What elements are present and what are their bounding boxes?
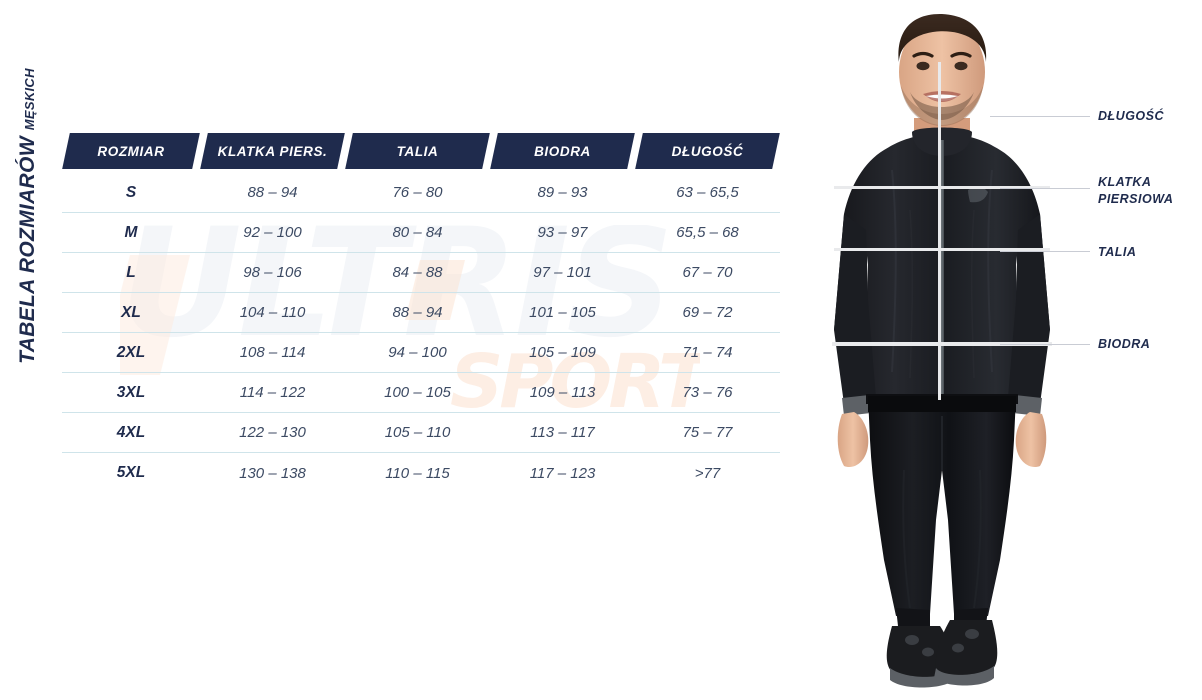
column-header-label: TALIA	[396, 143, 439, 159]
column-header-label: ROZMIAR	[97, 143, 165, 159]
model-photo	[792, 0, 1092, 700]
cell-waist: 100 – 105	[384, 384, 451, 401]
cell-size: 2XL	[116, 343, 146, 361]
cell-waist: 94 – 100	[388, 344, 447, 361]
cell-waist: 84 – 88	[392, 264, 443, 281]
right-hand	[1015, 412, 1047, 468]
jacket	[834, 127, 1050, 416]
cell-length: 75 – 77	[682, 424, 733, 441]
left-hand	[837, 412, 869, 468]
table-row: M 92 – 100 80 – 84 93 – 97 65,5 – 68	[62, 213, 780, 253]
leader-line-dlugosc	[990, 116, 1090, 117]
column-header-label: BIODRA	[534, 143, 591, 159]
annotation-biodra: BIODRA	[1098, 336, 1150, 353]
cell-hips: 93 – 97	[537, 224, 588, 241]
cell-chest: 88 – 94	[247, 184, 298, 201]
tights	[868, 396, 1016, 628]
annotation-label: DŁUGOŚĆ	[1098, 109, 1164, 123]
column-header-rozmiar: ROZMIAR	[62, 133, 200, 169]
cell-length: 63 – 65,5	[676, 184, 739, 201]
measurement-lines	[832, 62, 1052, 400]
cell-length: >77	[694, 464, 721, 482]
cell-size: 5XL	[116, 464, 146, 481]
cell-waist: 110 – 115	[385, 464, 450, 482]
cell-length: 69 – 72	[682, 304, 733, 321]
cell-chest: 92 – 100	[243, 224, 302, 241]
annotation-dlugosc: DŁUGOŚĆ	[1098, 108, 1164, 125]
column-header-klatka-piers: KLATKA PIERS.	[200, 133, 345, 169]
annotation-klatka-piersiowa: KLATKA PIERSIOWA	[1098, 174, 1173, 208]
cell-length: 71 – 74	[682, 344, 733, 361]
table-row: 3XL 114 – 122 100 – 105 109 – 113 73 – 7…	[62, 373, 780, 413]
annotation-talia: TALIA	[1098, 244, 1136, 261]
chart-vertical-title: TABELA ROZMIARÓW MĘSKICH	[16, 66, 56, 366]
cell-chest: 130 – 138	[239, 464, 306, 482]
cell-hips: 89 – 93	[537, 184, 588, 201]
cell-hips: 109 – 113	[529, 384, 596, 401]
table-row: 4XL 122 – 130 105 – 110 113 – 117 75 – 7…	[62, 413, 780, 453]
cycling-shoes	[886, 620, 998, 688]
column-header-talia: TALIA	[345, 133, 490, 169]
cell-chest: 122 – 130	[239, 424, 306, 441]
column-header-label: KLATKA PIERS.	[217, 143, 328, 159]
cell-waist: 80 – 84	[392, 224, 443, 241]
table-row: S 88 – 94 76 – 80 89 – 93 63 – 65,5	[62, 173, 780, 213]
column-header-dlugosc: DŁUGOŚĆ	[635, 133, 780, 169]
cell-hips: 117 – 123	[529, 464, 596, 482]
table-row: 5XL 130 – 138 110 – 115 117 – 123 >77	[62, 453, 780, 493]
cell-length: 73 – 76	[682, 384, 733, 401]
table-row: XL 104 – 110 88 – 94 101 – 105 69 – 72	[62, 293, 780, 333]
cell-size: L	[126, 263, 136, 281]
model-head	[898, 13, 987, 126]
cell-chest: 104 – 110	[239, 304, 306, 321]
chart-title-main: TABELA ROZMIARÓW	[16, 136, 39, 364]
leader-line-klatka	[1000, 188, 1090, 189]
table-row: L 98 – 106 84 – 88 97 – 101 67 – 70	[62, 253, 780, 293]
cell-length: 67 – 70	[682, 264, 733, 281]
cell-waist: 105 – 110	[384, 424, 451, 441]
cell-waist: 88 – 94	[392, 304, 443, 321]
cell-chest: 108 – 114	[239, 344, 306, 361]
cell-size: 4XL	[116, 423, 146, 441]
annotation-label: TALIA	[1098, 245, 1137, 259]
leader-line-talia	[1000, 251, 1090, 252]
size-table: ROZMIAR KLATKA PIERS. TALIA BIODRA DŁUGO…	[62, 133, 780, 493]
leader-line-biodra	[1000, 344, 1090, 345]
cell-hips: 101 – 105	[529, 304, 596, 321]
cell-hips: 97 – 101	[533, 264, 592, 281]
cell-size: M	[124, 223, 138, 241]
cell-waist: 76 – 80	[392, 184, 443, 201]
cell-length: 65,5 – 68	[676, 224, 739, 241]
model-illustration	[832, 13, 1052, 688]
cell-hips: 113 – 117	[530, 424, 595, 441]
cell-chest: 114 – 122	[239, 384, 306, 401]
cell-chest: 98 – 106	[243, 264, 302, 281]
annotation-label-line2: PIERSIOWA	[1098, 191, 1174, 206]
column-header-biodra: BIODRA	[490, 133, 635, 169]
cell-hips: 105 – 109	[529, 344, 596, 361]
cell-size: 3XL	[116, 383, 146, 401]
column-header-label: DŁUGOŚĆ	[671, 143, 744, 159]
table-header-row: ROZMIAR KLATKA PIERS. TALIA BIODRA DŁUGO…	[62, 133, 780, 173]
annotation-label: KLATKA	[1098, 175, 1152, 189]
cell-size: S	[125, 183, 137, 201]
brand-logo-icon	[968, 186, 988, 203]
cell-size: XL	[121, 303, 141, 321]
annotation-label: BIODRA	[1098, 337, 1151, 351]
table-row: 2XL 108 – 114 94 – 100 105 – 109 71 – 74	[62, 333, 780, 373]
chart-title-sub: MĘSKICH	[22, 68, 37, 131]
